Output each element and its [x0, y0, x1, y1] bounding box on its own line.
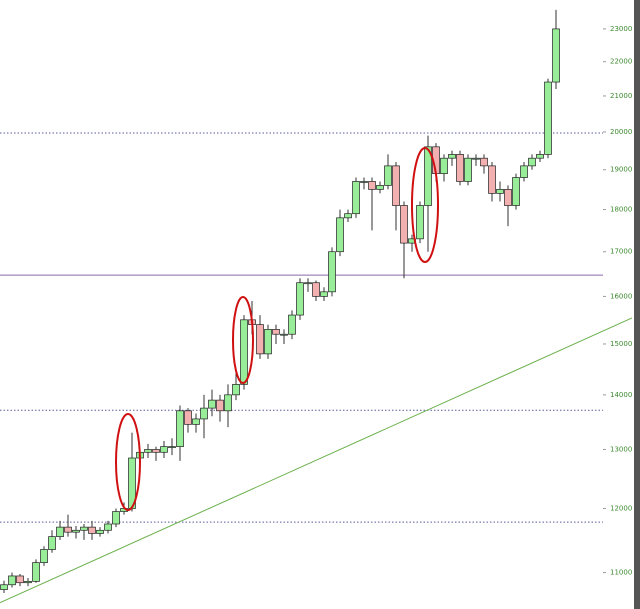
candle-body [352, 181, 360, 215]
candle-body [112, 511, 120, 525]
candle-body [56, 526, 64, 537]
candle-body [272, 329, 280, 335]
candle-body [208, 399, 216, 409]
candle-body [312, 282, 320, 297]
y-tick-label: 19000 [610, 166, 632, 174]
y-tick-label: 13000 [610, 445, 632, 453]
y-tick-label: 18000 [610, 206, 632, 214]
candle-body [264, 329, 272, 355]
candle-body [384, 165, 392, 186]
candle-body [472, 157, 480, 160]
y-tick-label: 17000 [610, 248, 632, 256]
candle-body [144, 449, 152, 453]
y-tick-label: 11000 [610, 569, 632, 577]
candle-body [152, 449, 160, 453]
candle-body [328, 251, 336, 293]
candle-body [200, 407, 208, 420]
candle-body [424, 146, 432, 206]
y-tick-label: 22000 [610, 58, 632, 66]
y-tick-label: 21000 [610, 92, 632, 100]
y-tick-label: 23000 [610, 25, 632, 33]
candle-body [392, 165, 400, 206]
y-tick-label: 16000 [610, 292, 632, 300]
candle-body [16, 575, 24, 584]
candle-body [440, 157, 448, 174]
y-tick-label: 14000 [610, 391, 632, 399]
candle-body [48, 536, 56, 550]
candle-body [176, 410, 184, 447]
candle-body [336, 217, 344, 253]
candle-body [232, 384, 240, 396]
candle-body [256, 324, 264, 355]
candle-body [520, 165, 528, 178]
candle-body [552, 28, 560, 83]
candle-body [360, 181, 368, 183]
candle-body [320, 291, 328, 297]
candle-body [288, 314, 296, 335]
candle-body [104, 523, 112, 531]
candle-body [72, 529, 80, 533]
candle-body [368, 181, 376, 190]
candle-body [304, 282, 312, 285]
y-tick-label: 15000 [610, 340, 632, 348]
candle-body [80, 526, 88, 531]
candle-body [280, 333, 288, 336]
candle-body [344, 213, 352, 219]
candle-body [488, 165, 496, 194]
candle-body [376, 185, 384, 190]
candle-body [464, 157, 472, 182]
candle-body [448, 154, 456, 159]
plot: 11000 12000 13000 14000 15000 16000 17000 18000… [0, 9, 633, 604]
candle-body [480, 157, 488, 167]
candle-body [0, 584, 8, 590]
candle-body [24, 581, 32, 584]
candle-body [96, 529, 104, 534]
candle-body [216, 399, 224, 412]
candle-body [512, 177, 520, 206]
candle-body [32, 562, 40, 582]
candle-body [8, 575, 16, 586]
candle-body [416, 205, 424, 240]
candle-body [496, 189, 504, 194]
candle-body [192, 418, 200, 425]
candle-body [296, 282, 304, 316]
candle-body [544, 81, 552, 155]
candle-body [240, 319, 248, 385]
y-tick-label: 20000 [610, 128, 632, 136]
candle-body [536, 154, 544, 159]
candle-body [456, 154, 464, 182]
highlight-ellipse [232, 296, 254, 384]
highlight-ellipse [411, 147, 439, 263]
candle-body [224, 394, 232, 412]
trend-line [0, 317, 633, 604]
y-tick-label: 12000 [610, 504, 632, 512]
candle-body [504, 189, 512, 206]
candle-body [400, 205, 408, 244]
right-edge [634, 0, 640, 609]
candle-body [528, 157, 536, 167]
candle-body [64, 526, 72, 533]
candle-body [160, 446, 168, 453]
candle-body [88, 526, 96, 534]
candle-body [168, 446, 176, 448]
candle-body [184, 410, 192, 425]
candle-body [40, 549, 48, 563]
highlight-ellipse [115, 413, 141, 511]
